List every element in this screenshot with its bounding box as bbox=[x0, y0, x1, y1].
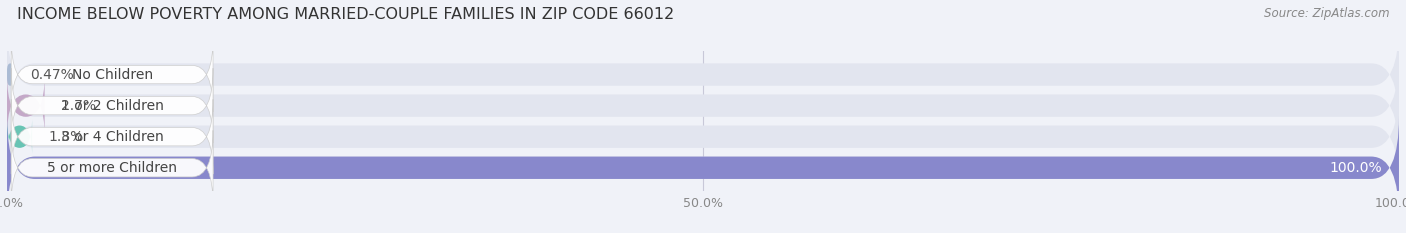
FancyBboxPatch shape bbox=[7, 75, 45, 136]
FancyBboxPatch shape bbox=[11, 99, 214, 174]
FancyBboxPatch shape bbox=[7, 24, 1399, 126]
Text: No Children: No Children bbox=[72, 68, 153, 82]
FancyBboxPatch shape bbox=[7, 117, 1399, 219]
Text: 5 or more Children: 5 or more Children bbox=[48, 161, 177, 175]
FancyBboxPatch shape bbox=[11, 130, 214, 205]
Text: 1 or 2 Children: 1 or 2 Children bbox=[60, 99, 163, 113]
Text: INCOME BELOW POVERTY AMONG MARRIED-COUPLE FAMILIES IN ZIP CODE 66012: INCOME BELOW POVERTY AMONG MARRIED-COUPL… bbox=[17, 7, 673, 22]
FancyBboxPatch shape bbox=[7, 55, 1399, 157]
Text: 0.47%: 0.47% bbox=[31, 68, 75, 82]
FancyBboxPatch shape bbox=[11, 37, 214, 112]
Text: 100.0%: 100.0% bbox=[1330, 161, 1382, 175]
FancyBboxPatch shape bbox=[7, 117, 1399, 219]
Text: 3 or 4 Children: 3 or 4 Children bbox=[60, 130, 163, 144]
Text: 2.7%: 2.7% bbox=[62, 99, 97, 113]
FancyBboxPatch shape bbox=[7, 63, 14, 86]
Text: 1.8%: 1.8% bbox=[49, 130, 84, 144]
FancyBboxPatch shape bbox=[7, 86, 1399, 188]
FancyBboxPatch shape bbox=[11, 68, 214, 143]
Text: Source: ZipAtlas.com: Source: ZipAtlas.com bbox=[1264, 7, 1389, 20]
FancyBboxPatch shape bbox=[7, 120, 32, 154]
